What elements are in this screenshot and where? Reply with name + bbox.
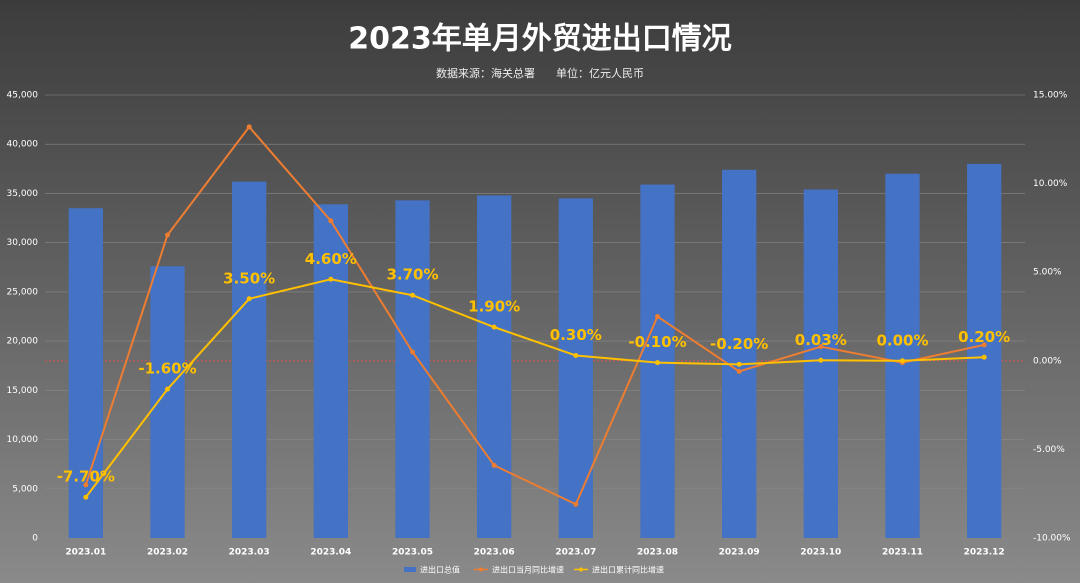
- point: [818, 357, 824, 363]
- legend-label: 进出口总值: [420, 565, 460, 575]
- point: [246, 296, 252, 302]
- data-label: 3.70%: [386, 266, 438, 284]
- point: [573, 352, 579, 358]
- point: [246, 124, 252, 130]
- x-tick-label: 2023.07: [555, 548, 596, 558]
- y-tick-label: 45,000: [7, 91, 39, 101]
- y2-tick-label: 10.00%: [1033, 179, 1068, 189]
- x-tick-label: 2023.04: [310, 548, 351, 558]
- y-tick-label: 20,000: [7, 337, 39, 347]
- point: [981, 342, 987, 348]
- bar: [68, 208, 103, 538]
- y-tick-label: 10,000: [7, 435, 39, 445]
- x-tick-label: 2023.12: [964, 548, 1005, 558]
- bar: [232, 181, 267, 538]
- x-tick-label: 2023.03: [229, 548, 270, 558]
- y-tick-label: 25,000: [7, 287, 39, 297]
- data-label: -0.20%: [710, 335, 768, 353]
- bar: [558, 198, 593, 538]
- y2-tick-label: 0.00%: [1033, 356, 1062, 366]
- y-tick-label: 35,000: [7, 189, 39, 199]
- y2-tick-label: -10.00%: [1033, 534, 1071, 544]
- point: [573, 501, 579, 507]
- point: [165, 232, 170, 238]
- y-tick-label: 40,000: [7, 140, 39, 150]
- x-tick-label: 2023.08: [637, 548, 678, 558]
- x-tick-label: 2023.02: [147, 548, 188, 558]
- x-tick-label: 2023.01: [65, 548, 106, 558]
- point: [491, 324, 497, 330]
- point: [410, 292, 415, 298]
- x-tick-label: 2023.09: [719, 548, 760, 558]
- data-label: -1.60%: [138, 360, 196, 378]
- legend-swatch: [579, 567, 583, 572]
- data-label: 0.00%: [876, 331, 928, 349]
- data-label: 3.50%: [223, 269, 275, 287]
- line: [85, 278, 985, 498]
- point: [328, 218, 334, 224]
- chart-title: 2023年单月外贸进出口情况: [348, 22, 732, 57]
- legend-swatch: [479, 567, 483, 572]
- bar: [885, 173, 920, 538]
- point: [410, 349, 415, 355]
- point: [818, 344, 824, 350]
- data-label: 0.20%: [958, 328, 1010, 346]
- legend-label: 进出口当月同比增速: [492, 565, 564, 575]
- point: [165, 386, 170, 392]
- data-label: 1.90%: [468, 298, 520, 316]
- bar: [313, 204, 348, 539]
- y2-tick-label: -5.00%: [1033, 445, 1065, 455]
- y-tick-label: 15,000: [7, 386, 39, 396]
- data-label: 0.03%: [795, 331, 847, 349]
- point: [655, 360, 660, 366]
- point: [981, 354, 987, 360]
- point: [83, 494, 89, 500]
- point: [736, 361, 742, 367]
- y-tick-label: 5,000: [12, 484, 38, 494]
- data-label: -7.70%: [57, 468, 115, 486]
- x-tick-label: 2023.06: [474, 548, 515, 558]
- legend-label: 进出口累计同比增速: [592, 565, 664, 575]
- data-label: 4.60%: [305, 250, 357, 268]
- line: [84, 125, 985, 506]
- bar: [803, 189, 838, 539]
- point: [900, 358, 905, 364]
- bar: [477, 195, 512, 538]
- point: [491, 462, 497, 468]
- bar: [967, 163, 1002, 538]
- point: [328, 276, 334, 282]
- y2-tick-label: 15.00%: [1033, 91, 1068, 101]
- point: [83, 482, 89, 488]
- data-label: -0.10%: [628, 333, 686, 351]
- chart-subtitle: 数据来源：海关总署 单位：亿元人民币: [436, 66, 644, 80]
- bar: [150, 266, 185, 538]
- x-tick-label: 2023.11: [882, 548, 923, 558]
- legend-swatch: [404, 567, 416, 572]
- y-tick-label: 30,000: [7, 238, 39, 248]
- y-tick-label: 0: [32, 534, 38, 544]
- point: [655, 314, 660, 319]
- data-label: 0.30%: [550, 326, 602, 344]
- y2-tick-label: 5.00%: [1033, 268, 1062, 278]
- x-tick-label: 2023.10: [800, 548, 841, 558]
- point: [736, 368, 742, 374]
- bar: [722, 169, 757, 538]
- x-tick-label: 2023.05: [392, 548, 433, 558]
